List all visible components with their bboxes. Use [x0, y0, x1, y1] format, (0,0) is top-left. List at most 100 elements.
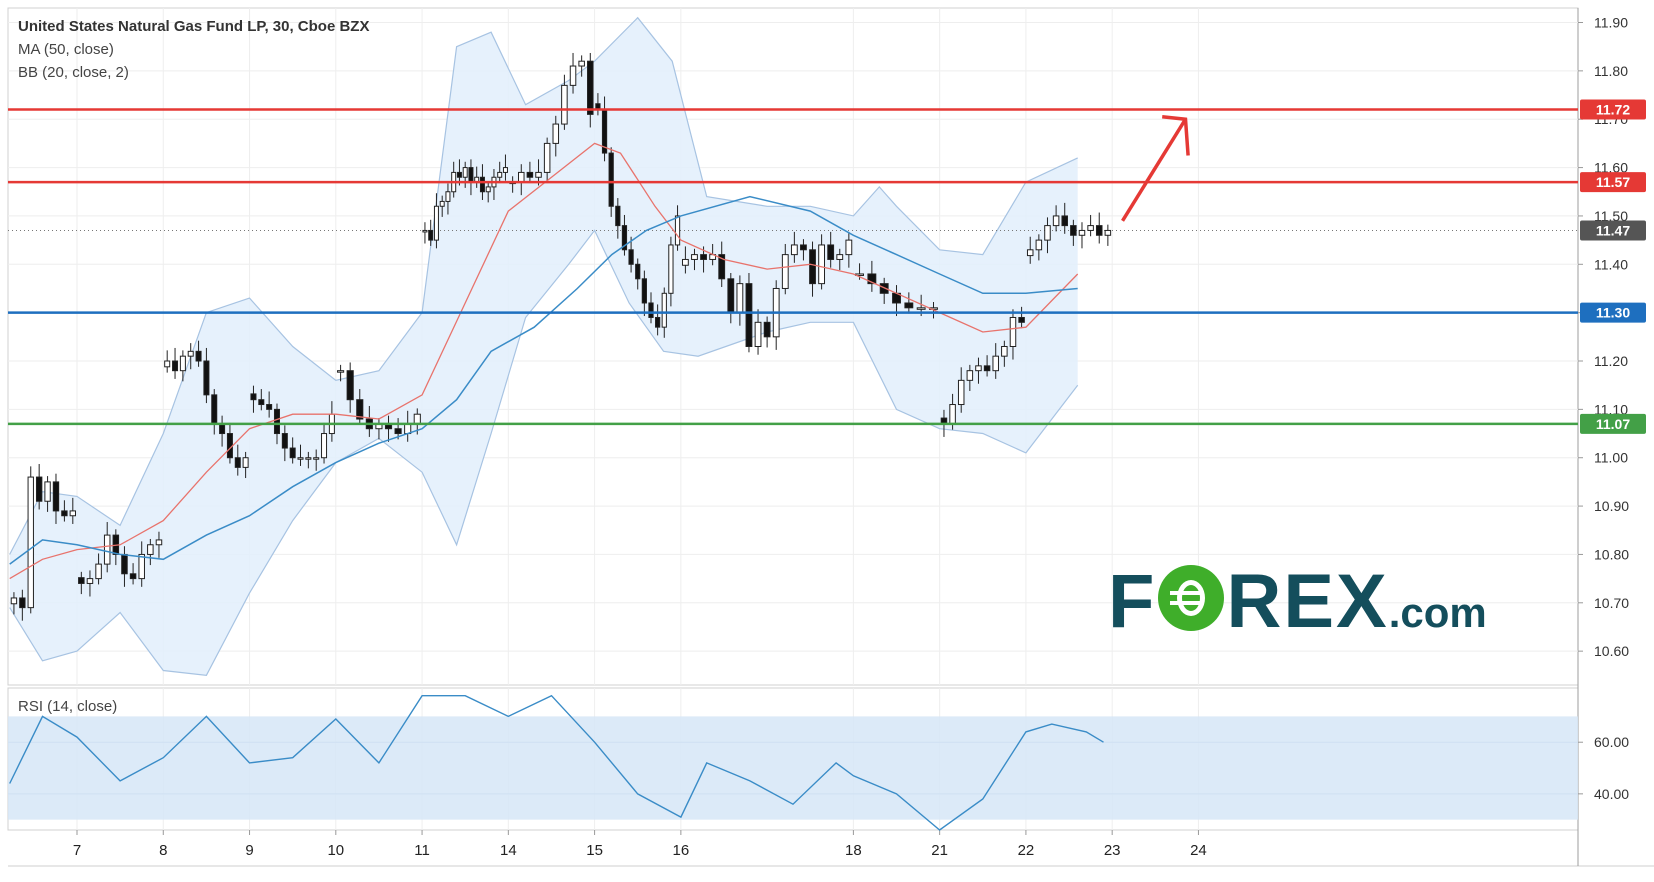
candle — [281, 433, 288, 449]
candle — [1001, 346, 1008, 357]
candle — [78, 577, 85, 584]
candle — [289, 447, 296, 459]
candle — [428, 229, 434, 241]
rsi-line — [9, 694, 1104, 831]
candle — [518, 171, 525, 183]
candle — [35, 476, 43, 502]
x-tick-label: 16 — [673, 842, 690, 859]
candle — [19, 597, 26, 609]
candle — [867, 273, 877, 285]
x-tick-label: 23 — [1104, 842, 1121, 859]
candle — [648, 302, 654, 318]
candle — [661, 292, 667, 328]
candle — [187, 350, 194, 357]
candle — [52, 481, 60, 512]
candle — [655, 316, 661, 328]
chart-title: United States Natural Gas Fund LP, 30, C… — [18, 18, 370, 35]
y-tick-label: 11.80 — [1594, 63, 1628, 79]
candle — [621, 225, 628, 251]
y-tick-label: 10.90 — [1594, 498, 1629, 514]
logo-suffix: .com — [1388, 589, 1487, 636]
y-tick-label: 11.20 — [1594, 353, 1628, 369]
candle — [468, 167, 474, 183]
candle — [445, 191, 451, 202]
candle — [763, 321, 771, 338]
logo-text-right: REX — [1226, 559, 1389, 644]
candle — [258, 399, 265, 406]
candle — [337, 370, 345, 373]
rsi-legend: RSI (14, close) — [18, 698, 118, 715]
candle — [10, 597, 18, 605]
candle — [966, 370, 974, 381]
y-tick-label: 11.10 — [1594, 401, 1628, 417]
candle — [681, 258, 689, 266]
candle — [273, 408, 280, 435]
x-tick-label: 14 — [500, 842, 517, 859]
candle — [628, 249, 634, 265]
rsi-tick-label: 60.00 — [1594, 734, 1629, 750]
candle — [992, 355, 999, 372]
candle — [800, 244, 807, 251]
x-tick-label: 7 — [73, 842, 81, 859]
candle — [61, 510, 68, 517]
candle — [587, 60, 594, 115]
candle — [949, 404, 956, 425]
candle — [321, 433, 328, 459]
candle — [250, 393, 257, 401]
candle — [535, 171, 542, 178]
x-tick-label: 11 — [414, 842, 430, 859]
candle — [526, 171, 534, 178]
candle — [485, 186, 491, 193]
candle — [103, 534, 111, 565]
bb-lower-line — [9, 229, 1079, 676]
level-price-label: 11.30 — [1596, 305, 1630, 321]
x-tick-label: 22 — [1018, 842, 1035, 859]
candle — [1070, 225, 1077, 236]
candle — [781, 254, 789, 289]
candle — [147, 544, 154, 555]
level-price-label: 11.72 — [1596, 102, 1630, 118]
y-tick-label: 11.90 — [1594, 15, 1628, 31]
candle — [164, 360, 171, 368]
candle — [394, 428, 402, 435]
level-price-tag — [1580, 302, 1646, 323]
candle — [1044, 225, 1051, 241]
candle — [641, 278, 647, 304]
candle — [195, 350, 202, 362]
candle — [297, 457, 304, 460]
x-tick-label: 8 — [159, 842, 167, 859]
candle — [1095, 225, 1103, 236]
candle — [211, 394, 218, 425]
y-tick-label: 10.60 — [1594, 643, 1629, 659]
candle — [219, 423, 226, 435]
candle — [305, 457, 312, 460]
candle — [27, 476, 34, 609]
arrow-head — [1162, 115, 1190, 156]
x-tick-label: 10 — [327, 842, 344, 859]
candle — [827, 244, 835, 260]
candle — [809, 249, 816, 285]
logo-text-left: F — [1108, 559, 1157, 644]
candle — [1026, 249, 1034, 257]
candle — [1061, 215, 1068, 227]
y-tick-label: 11.00 — [1594, 450, 1628, 466]
y-tick-label: 10.70 — [1594, 595, 1629, 611]
candle — [462, 167, 468, 178]
x-tick-label: 24 — [1190, 842, 1207, 859]
candle — [203, 360, 210, 396]
candle — [691, 254, 698, 260]
candle — [635, 263, 641, 280]
candle — [975, 365, 982, 372]
ma-legend: MA (50, close) — [18, 41, 114, 58]
candle — [226, 433, 233, 459]
candle — [179, 355, 186, 372]
candle — [422, 229, 428, 233]
y-tick-label: 11.50 — [1594, 208, 1628, 224]
candle — [818, 244, 826, 285]
candle — [561, 84, 568, 125]
candle — [413, 413, 421, 425]
candle — [456, 171, 462, 178]
candle — [479, 176, 485, 193]
candle — [497, 171, 503, 178]
